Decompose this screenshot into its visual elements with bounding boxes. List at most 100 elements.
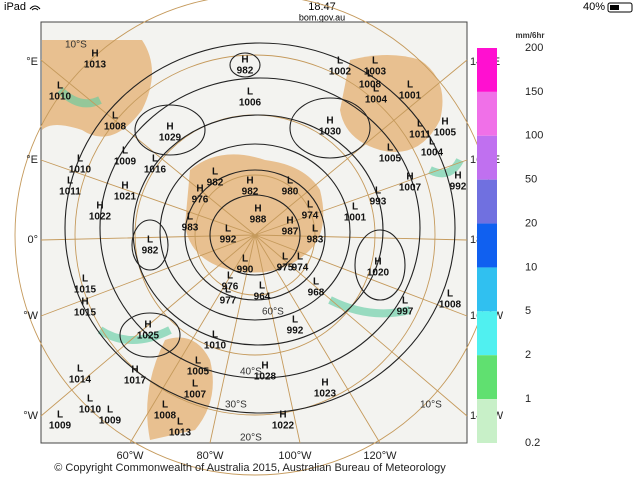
lat-label: 60°S	[262, 307, 284, 318]
system-pressure: 964	[254, 292, 271, 303]
legend-level: 20	[525, 217, 537, 229]
system-pressure: 1010	[49, 92, 72, 103]
system-pressure: 992	[220, 235, 237, 246]
system-kind: H	[254, 204, 261, 215]
system-pressure: 1005	[379, 154, 402, 165]
system-pressure: 992	[450, 182, 467, 193]
system-kind: L	[307, 200, 313, 211]
lat-label: 20°S	[240, 433, 262, 444]
system-pressure: 983	[182, 223, 199, 234]
system-pressure: 982	[237, 66, 254, 77]
system-pressure: 1008	[104, 122, 127, 133]
isobar	[119, 312, 181, 358]
system-kind: L	[187, 212, 193, 223]
system-kind: L	[57, 410, 63, 421]
system-pressure: 1001	[399, 91, 422, 102]
system-pressure: 977	[220, 296, 237, 307]
left-label: 0°	[27, 234, 38, 246]
system-pressure: 1011	[59, 187, 81, 198]
system-kind: L	[227, 271, 233, 282]
isobar	[289, 97, 371, 159]
system-pressure: 1010	[79, 405, 102, 416]
system-kind: H	[144, 320, 151, 331]
system-kind: L	[292, 315, 298, 326]
legend-swatch	[477, 355, 497, 400]
system-kind: H	[326, 116, 333, 127]
isobar	[209, 194, 301, 276]
system-pressure: 1001	[344, 213, 367, 224]
isobar	[184, 169, 326, 301]
system-kind: L	[67, 176, 73, 187]
system-pressure: 1007	[184, 390, 207, 401]
system-pressure: 1017	[124, 376, 147, 387]
system-kind: H	[321, 378, 328, 389]
isobar	[159, 143, 351, 321]
system-pressure: 1010	[204, 341, 227, 352]
lat-label: 10°S	[65, 40, 87, 51]
copyright: © Copyright Commonwealth of Australia 20…	[54, 462, 446, 474]
system-pressure: 1013	[84, 60, 107, 71]
system-kind: H	[441, 117, 448, 128]
system-kind: L	[82, 274, 88, 285]
system-pressure: 1008	[154, 411, 177, 422]
system-kind: L	[429, 137, 435, 148]
system-kind: L	[242, 254, 248, 265]
system-pressure: 1008	[439, 300, 462, 311]
system-kind: L	[107, 405, 113, 416]
system-pressure: 987	[282, 227, 299, 238]
system-kind: L	[373, 84, 379, 95]
system-kind: L	[212, 167, 218, 178]
system-pressure: 1015	[74, 308, 97, 319]
system-pressure: 1022	[272, 421, 295, 432]
system-kind: L	[77, 364, 83, 375]
system-pressure: 1020	[367, 268, 390, 279]
legend-swatch	[477, 311, 497, 356]
system-pressure: 993	[370, 197, 387, 208]
system-kind: L	[225, 285, 231, 296]
meridians	[40, 59, 468, 444]
system-kind: L	[87, 394, 93, 405]
system-pressure: 1029	[159, 133, 182, 144]
system-pressure: 982	[207, 178, 224, 189]
graticule	[74, 54, 436, 416]
system-pressure: 1004	[365, 95, 388, 106]
system-pressure: 1011	[409, 130, 431, 141]
system-kind: H	[374, 257, 381, 268]
wifi-icon	[29, 5, 41, 11]
system-pressure: 1009	[49, 421, 72, 432]
legend-level: 2	[525, 349, 531, 361]
url: bom.gov.au	[299, 12, 345, 22]
isobar	[354, 229, 406, 301]
system-kind: L	[152, 154, 158, 165]
system-kind: L	[122, 146, 128, 157]
latitude-labels: 10°S 60°S 40°S 30°S 20°S 10°S	[65, 40, 442, 444]
africa	[42, 40, 152, 137]
system-pressure: 982	[242, 187, 259, 198]
system-pressure: 1022	[89, 212, 112, 223]
system-kind: L	[147, 235, 153, 246]
system-kind: L	[212, 330, 218, 341]
isobar	[131, 219, 169, 271]
system-pressure: 1007	[399, 183, 422, 194]
system-kind: L	[417, 119, 423, 130]
system-pressure: 1030	[319, 127, 342, 138]
system-kind: L	[57, 81, 63, 92]
legend-level: 10	[525, 261, 537, 273]
lat-label: 10°S	[420, 400, 442, 411]
bottom-label: 80°W	[196, 450, 224, 462]
system-pressure: 1016	[144, 165, 167, 176]
legend-swatch	[477, 179, 497, 224]
system-pressure: 982	[142, 246, 159, 257]
lat-label: 30°S	[225, 400, 247, 411]
system-pressure: 992	[287, 326, 304, 337]
legend-level: 200	[525, 42, 543, 54]
system-kind: L	[282, 252, 288, 263]
australia	[340, 55, 443, 152]
system-pressure: 997	[397, 307, 414, 318]
system-pressure: 976	[222, 282, 239, 293]
bottom-label: 100°W	[278, 450, 312, 462]
south-america	[147, 337, 213, 440]
system-pressure: 990	[237, 265, 254, 276]
legend-swatch	[477, 91, 497, 136]
